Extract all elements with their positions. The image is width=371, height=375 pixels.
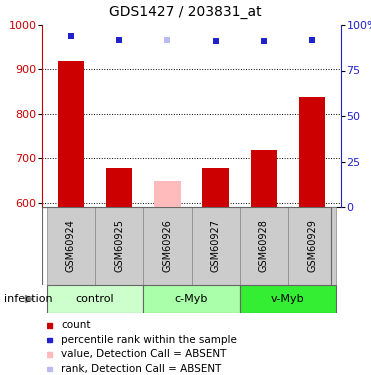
Bar [250, 150, 277, 207]
Text: GSM60926: GSM60926 [162, 220, 173, 273]
Text: GSM60929: GSM60929 [307, 220, 317, 273]
Text: count: count [61, 321, 91, 330]
Bar [47, 338, 52, 342]
Bar [47, 323, 52, 328]
Text: value, Detection Call = ABSENT: value, Detection Call = ABSENT [61, 350, 226, 360]
Bar [106, 168, 132, 207]
Bar [202, 168, 229, 207]
Bar [191, 207, 240, 285]
Text: GSM60928: GSM60928 [259, 220, 269, 273]
Text: percentile rank within the sample: percentile rank within the sample [61, 335, 237, 345]
Bar [95, 207, 143, 285]
Bar [154, 181, 181, 207]
Text: rank, Detection Call = ABSENT: rank, Detection Call = ABSENT [61, 364, 221, 374]
Bar [47, 207, 95, 285]
Bar [47, 285, 143, 313]
Bar [47, 352, 52, 357]
Bar [143, 285, 240, 313]
Bar [143, 207, 191, 285]
Bar [288, 207, 336, 285]
Text: v-Myb: v-Myb [271, 294, 305, 304]
Bar [58, 62, 84, 207]
Text: c-Myb: c-Myb [175, 294, 208, 304]
Bar [240, 285, 336, 313]
Bar [240, 207, 288, 285]
Bar [299, 97, 325, 207]
Text: GDS1427 / 203831_at: GDS1427 / 203831_at [109, 5, 262, 19]
Bar [47, 367, 52, 371]
Text: infection: infection [4, 294, 52, 304]
Text: GSM60924: GSM60924 [66, 220, 76, 273]
Text: GSM60927: GSM60927 [211, 219, 221, 273]
Text: GSM60925: GSM60925 [114, 219, 124, 273]
Text: control: control [76, 294, 114, 304]
